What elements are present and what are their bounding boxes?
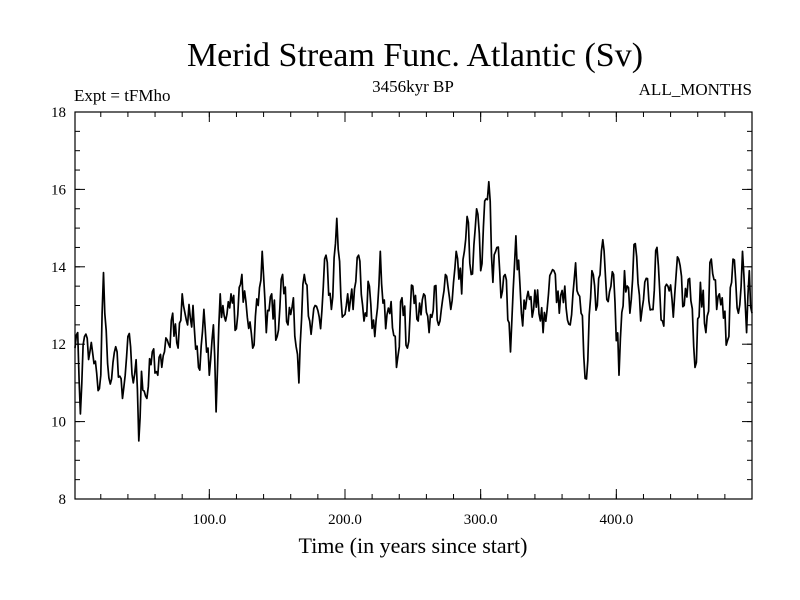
x-tick-labels: 100.0 200.0 300.0 400.0 [192, 512, 633, 528]
plot-frame [74, 111, 753, 500]
x-tick-label: 400.0 [599, 512, 633, 528]
y-tick-label: 10 [51, 415, 66, 431]
axis-ticks [75, 111, 752, 500]
x-tick-label: 300.0 [464, 512, 498, 528]
x-tick-label: 100.0 [192, 512, 226, 528]
y-tick-label: 18 [51, 105, 66, 121]
y-tick-label: 8 [59, 492, 67, 508]
months-label: ALL_MONTHS [639, 80, 752, 99]
period-label: 3456kyr BP [372, 77, 454, 96]
series-line [74, 180, 753, 442]
chart-title: Merid Stream Func. Atlantic (Sv) [187, 37, 643, 74]
y-tick-label: 14 [51, 260, 67, 276]
y-tick-label: 16 [51, 182, 67, 198]
x-axis-label: Time (in years since start) [299, 533, 528, 558]
y-tick-label: 12 [51, 337, 66, 353]
x-tick-label: 200.0 [328, 512, 362, 528]
experiment-label: Expt = tFMho [74, 86, 171, 105]
y-tick-labels: 8 10 12 14 16 18 [51, 105, 67, 508]
